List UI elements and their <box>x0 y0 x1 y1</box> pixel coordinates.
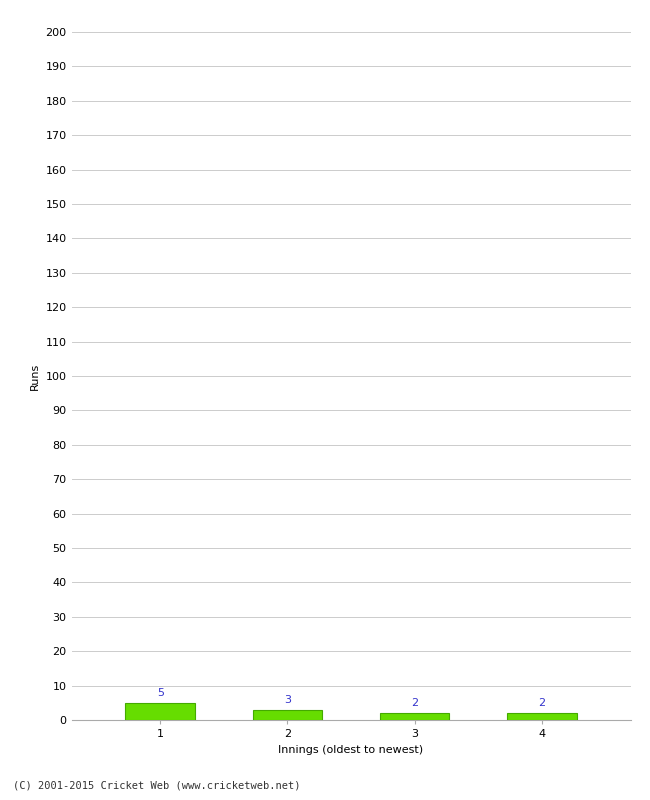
Bar <box>380 713 449 720</box>
Text: 3: 3 <box>284 694 291 705</box>
Bar <box>506 713 577 720</box>
Text: 5: 5 <box>157 688 164 698</box>
X-axis label: Innings (oldest to newest): Innings (oldest to newest) <box>278 745 424 754</box>
Bar <box>253 710 322 720</box>
Text: 2: 2 <box>411 698 418 708</box>
Text: 2: 2 <box>538 698 545 708</box>
Bar <box>125 702 196 720</box>
Y-axis label: Runs: Runs <box>30 362 40 390</box>
Text: (C) 2001-2015 Cricket Web (www.cricketweb.net): (C) 2001-2015 Cricket Web (www.cricketwe… <box>13 781 300 790</box>
